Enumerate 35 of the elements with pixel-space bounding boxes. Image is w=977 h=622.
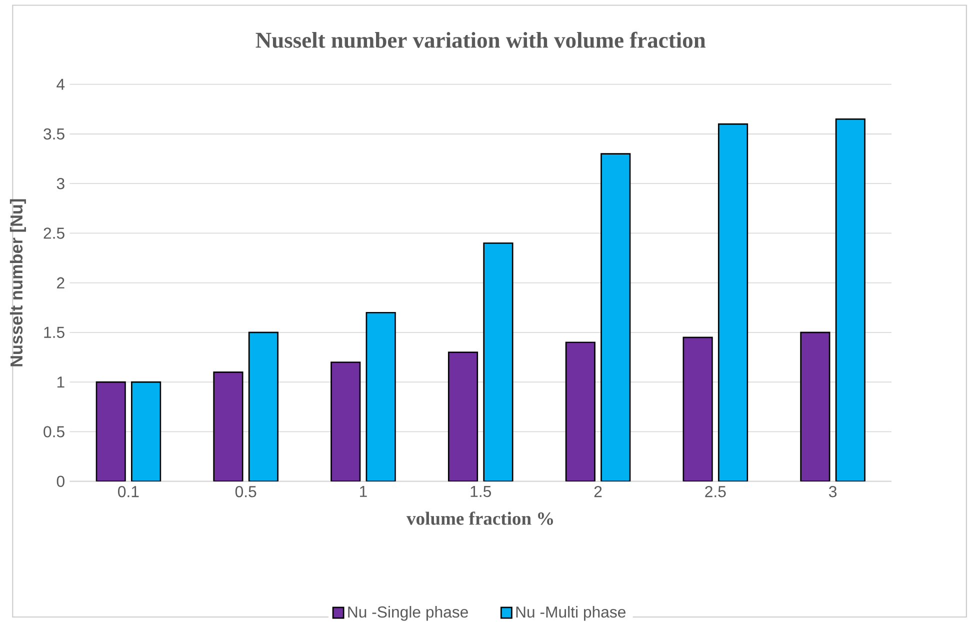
bar [483, 242, 514, 482]
x-tick-label: 1.5 [470, 486, 491, 497]
bar [96, 381, 126, 482]
y-tick-label: 4 [56, 78, 65, 90]
bar [800, 332, 830, 482]
x-tick-label: 2.5 [705, 486, 726, 498]
bar [248, 332, 278, 482]
x-tick-label: 0.5 [235, 486, 256, 498]
y-tick-label: 3.5 [44, 128, 64, 140]
bar [835, 118, 866, 482]
x-tick-label: 1 [360, 486, 367, 497]
bar [718, 123, 748, 482]
x-tick-label: 2 [594, 486, 602, 497]
bar [565, 342, 596, 482]
y-tick-label: 2.5 [44, 227, 64, 239]
bar [600, 153, 631, 482]
x-tick-label: 3 [828, 486, 837, 498]
y-tick-label: 1 [57, 376, 64, 388]
bar [682, 336, 713, 482]
y-tick-label: 2 [57, 277, 64, 288]
bar [448, 352, 478, 482]
chart-title: Nusselt number variation with volume fraction [256, 32, 706, 48]
y-axis-title: Nusselt number [Nu] [10, 199, 26, 366]
legend-label: Nu -Multi phase [516, 606, 626, 621]
bar [131, 381, 162, 482]
y-tick-label: 1.5 [44, 326, 64, 338]
y-tick-label: 3 [56, 178, 64, 190]
bar [213, 371, 244, 482]
bar [366, 312, 396, 482]
y-tick-label: 0 [56, 476, 64, 487]
legend-label: Nu -Single phase [348, 606, 468, 621]
y-tick-label: 0.5 [44, 426, 64, 438]
x-tick-label: 0.1 [118, 486, 139, 498]
bar [330, 361, 361, 482]
x-axis-title: volume fraction % [406, 512, 553, 525]
